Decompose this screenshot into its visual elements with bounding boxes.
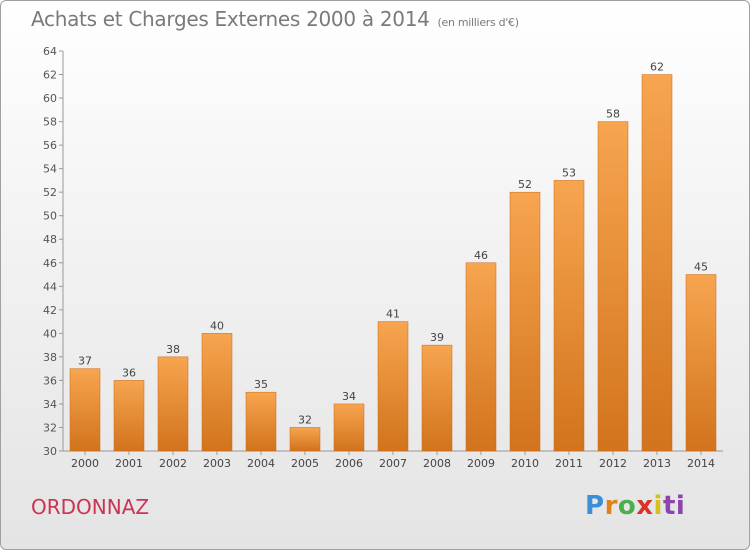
bar-value-label: 39	[430, 331, 444, 344]
bar-value-label: 34	[342, 390, 356, 403]
y-tick-label: 32	[43, 421, 57, 434]
chart-title: Achats et Charges Externes 2000 à 2014 (e…	[31, 7, 519, 31]
x-tick-label: 2005	[291, 457, 319, 470]
x-tick-label: 2009	[467, 457, 495, 470]
x-tick-label: 2001	[115, 457, 143, 470]
bar	[685, 274, 717, 452]
x-tick-label: 2013	[643, 457, 671, 470]
logo-letter: r	[604, 491, 618, 521]
x-tick-label: 2000	[71, 457, 99, 470]
bar-value-label: 36	[122, 366, 136, 379]
logo-letter: i	[653, 491, 663, 521]
y-tick-label: 42	[43, 304, 57, 317]
y-tick-label: 38	[43, 351, 57, 364]
bar-value-label: 58	[606, 108, 620, 121]
chart-subtitle: (en milliers d'€)	[437, 16, 519, 29]
bar	[113, 380, 145, 452]
bar-value-label: 40	[210, 319, 224, 332]
bar	[553, 180, 585, 452]
bar	[157, 356, 189, 452]
bars-group: 37 36 38 40 35 32 34 41 39 46 52 53 58 62 45	[69, 61, 717, 452]
x-tick-label: 2014	[687, 457, 715, 470]
logo-letter: x	[636, 491, 654, 521]
bar	[421, 344, 453, 452]
bar	[69, 368, 101, 452]
y-tick-label: 40	[43, 327, 57, 340]
bar-value-label: 41	[386, 308, 400, 321]
x-axis: 2000 2001 2002 2003 2004 2005 2006 2007 2008 2009…	[71, 451, 715, 470]
y-tick-label: 36	[43, 374, 57, 387]
y-tick-label: 62	[43, 69, 57, 82]
x-tick-label: 2012	[599, 457, 627, 470]
bar-value-label: 52	[518, 178, 532, 191]
y-tick-label: 50	[43, 210, 57, 223]
logo-letter: P	[585, 491, 605, 521]
y-tick-label: 56	[43, 139, 57, 152]
y-tick-label: 34	[43, 398, 57, 411]
x-tick-label: 2003	[203, 457, 231, 470]
bar	[641, 74, 673, 452]
y-tick-label: 64	[43, 45, 57, 58]
bar-value-label: 62	[650, 61, 664, 74]
y-tick-label: 52	[43, 186, 57, 199]
x-tick-label: 2004	[247, 457, 275, 470]
bar	[245, 391, 277, 452]
bar-value-label: 53	[562, 166, 576, 179]
bar-value-label: 45	[694, 261, 708, 274]
commune-name: ORDONNAZ	[31, 495, 150, 519]
x-tick-label: 2008	[423, 457, 451, 470]
chart-title-text: Achats et Charges Externes 2000 à 2014	[31, 7, 430, 31]
bar	[333, 403, 365, 452]
bar-value-label: 37	[78, 355, 92, 368]
y-tick-label: 44	[43, 280, 57, 293]
y-axis: 30 32 34 36 38 40 42 44 46 48 50 52 54 56 58 60 62 64	[43, 45, 723, 458]
x-tick-label: 2007	[379, 457, 407, 470]
bar	[597, 121, 629, 452]
bar	[201, 333, 233, 452]
y-tick-label: 30	[43, 445, 57, 458]
proxiti-logo[interactable]: Proxiti	[585, 491, 685, 521]
bar-value-label: 38	[166, 343, 180, 356]
x-tick-label: 2010	[511, 457, 539, 470]
y-tick-label: 54	[43, 163, 57, 176]
y-tick-label: 58	[43, 116, 57, 129]
bar	[289, 427, 321, 452]
y-tick-label: 46	[43, 257, 57, 270]
x-tick-label: 2006	[335, 457, 363, 470]
x-tick-label: 2011	[555, 457, 583, 470]
bar-value-label: 32	[298, 413, 312, 426]
bar-value-label: 46	[474, 249, 488, 262]
logo-letter: o	[617, 491, 637, 521]
bar	[509, 191, 541, 452]
x-tick-label: 2002	[159, 457, 187, 470]
bar	[465, 262, 497, 452]
y-tick-label: 60	[43, 92, 57, 105]
bar-value-label: 35	[254, 378, 268, 391]
bar	[377, 321, 409, 452]
logo-letter: ti	[662, 491, 686, 521]
y-tick-label: 48	[43, 233, 57, 246]
